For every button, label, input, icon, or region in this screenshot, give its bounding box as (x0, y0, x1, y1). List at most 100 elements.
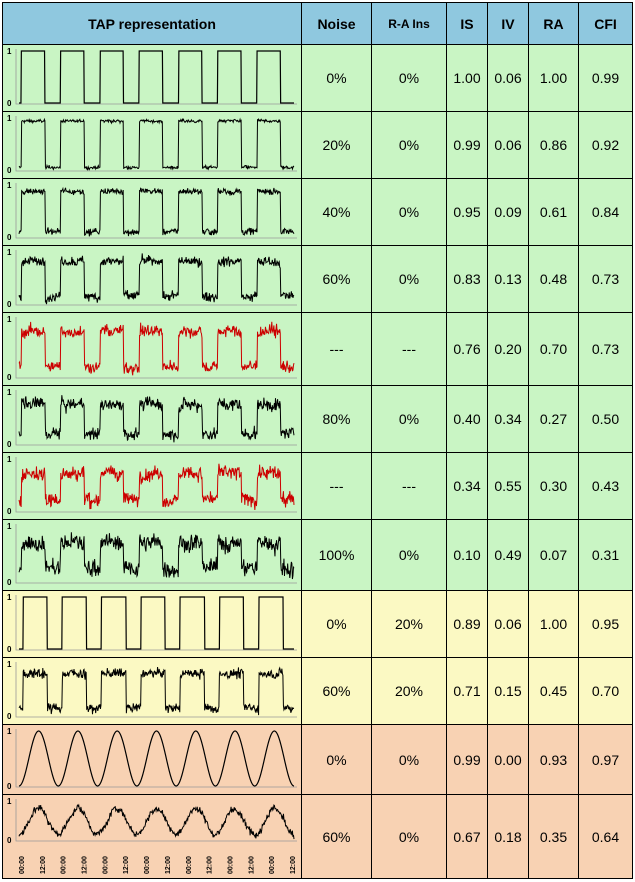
tap-series-line (18, 532, 295, 580)
x-tick-label: 00:00 (269, 856, 276, 874)
noise-cell: 0% (301, 44, 372, 112)
table-row: 1 0 80% 0% 0.40 0.34 0.27 0.50 (2, 385, 633, 453)
header-noise: Noise (301, 2, 372, 45)
tap-series-line (18, 730, 295, 787)
noise-cell: 80% (301, 385, 372, 453)
tap-trace-plot: 10 (7, 315, 297, 382)
ra-cell: 0.30 (528, 452, 579, 520)
tap-trace-plot: 10 (7, 660, 297, 721)
plot-axis (15, 457, 297, 513)
tap-series-line (19, 50, 294, 104)
x-tick-label: 00:00 (61, 856, 68, 874)
ra-ins-cell: 0% (371, 44, 447, 112)
header-ra: RA (528, 2, 579, 45)
tap-series-line (18, 186, 295, 237)
tap-trace-plot: 10 (7, 248, 297, 309)
cfi-cell: 0.92 (578, 111, 633, 179)
noise-cell: 60% (301, 794, 372, 879)
tap-series-line (18, 321, 295, 376)
plot-axis (15, 595, 297, 651)
ra-ins-cell: 0% (371, 178, 447, 246)
tap-series-line (18, 395, 295, 443)
cfi-cell: 0.70 (578, 657, 633, 725)
table-row: 1 0 20% 0% 0.99 0.06 0.86 0.92 (2, 111, 633, 179)
y-tick-label: 0 (7, 836, 12, 845)
y-tick-label: 1 (7, 522, 12, 531)
table-row: 1 0 --- --- 0.34 0.55 0.30 0.43 (2, 452, 633, 520)
y-tick-label: 1 (7, 455, 12, 464)
cfi-cell: 0.43 (578, 452, 633, 520)
ra-cell: 0.45 (528, 657, 579, 725)
y-tick-label: 1 (7, 797, 12, 806)
y-tick-label: 0 (7, 782, 12, 791)
noise-cell: 60% (301, 657, 372, 725)
x-tick-label: 12:00 (165, 856, 172, 874)
ra-ins-cell: 0% (371, 111, 447, 179)
ra-cell: 0.86 (528, 111, 579, 179)
header-is: IS (446, 2, 488, 45)
y-tick-label: 0 (7, 578, 12, 587)
y-tick-label: 0 (7, 233, 12, 242)
x-tick-label: 12:00 (290, 856, 297, 874)
is-cell: 0.76 (446, 312, 488, 386)
iv-cell: 0.06 (487, 111, 529, 179)
plot-axis (15, 317, 297, 379)
plot-axis (15, 524, 297, 584)
ra-ins-cell: 0% (371, 519, 447, 591)
table-row: 1 0 60% 0% 0.83 0.13 0.48 0.73 (2, 245, 633, 313)
tap-plot-cell: 1 0 00:00 12:00 00:00 12:00 00:00 12:00 00:00 12:… (2, 794, 302, 879)
header-ra-ins: R-A Ins (371, 2, 447, 45)
noise-cell: 40% (301, 178, 372, 246)
table-row: 1 0 100% 0% 0.10 0.49 0.07 0.31 (2, 519, 633, 591)
header-iv: IV (487, 2, 529, 45)
y-tick-label: 0 (7, 440, 12, 449)
x-tick-label: 12:00 (82, 856, 89, 874)
is-cell: 0.83 (446, 245, 488, 313)
noise-cell: 0% (301, 590, 372, 658)
tap-trace-plot: 10 (7, 181, 297, 242)
tap-trace-plot: 1 0 00:00 12:00 00:00 12:00 00:00 12:00 00:00 12:… (7, 797, 297, 874)
plot-axis (15, 729, 297, 788)
y-tick-label: 1 (7, 248, 12, 257)
ra-cell: 0.35 (528, 794, 579, 879)
iv-cell: 0.06 (487, 44, 529, 112)
plot-axis (15, 49, 297, 105)
ra-cell: 0.27 (528, 385, 579, 453)
header-tap-representation: TAP representation (2, 2, 302, 45)
x-tick-label: 00:00 (144, 856, 151, 874)
cfi-cell: 0.73 (578, 245, 633, 313)
ra-cell: 0.70 (528, 312, 579, 386)
table-row: 1 0 --- --- 0.76 0.20 0.70 0.73 (2, 312, 633, 386)
tap-series-line (18, 803, 295, 840)
tap-trace-plot: 10 (7, 727, 297, 791)
ra-ins-cell: --- (371, 452, 447, 520)
cfi-cell: 0.50 (578, 385, 633, 453)
ra-ins-cell: 0% (371, 794, 447, 879)
plot-axis (15, 116, 297, 172)
ra-cell: 0.07 (528, 519, 579, 591)
plot-axis (15, 250, 297, 306)
y-tick-label: 0 (7, 300, 12, 309)
tap-trace-plot: 10 (7, 522, 297, 587)
cfi-cell: 0.73 (578, 312, 633, 386)
tap-series-line (18, 117, 295, 171)
iv-cell: 0.18 (487, 794, 529, 879)
plot-axis (15, 662, 297, 718)
y-tick-label: 1 (7, 114, 12, 123)
table-body: 1 0 0% 0% 1.00 0.06 1.00 0.99 1 0 20% 0% 0.99 0.06 0.8… (2, 44, 633, 879)
table-row: 1 0 0% 20% 0.89 0.06 1.00 0.95 (2, 590, 633, 658)
tap-trace-plot: 10 (7, 114, 297, 175)
x-tick-label: 00:00 (19, 856, 26, 874)
y-tick-label: 0 (7, 507, 12, 516)
ra-ins-cell: --- (371, 312, 447, 386)
ra-cell: 1.00 (528, 590, 579, 658)
is-cell: 0.99 (446, 724, 488, 795)
ra-ins-cell: 0% (371, 385, 447, 453)
header-row: TAP representation Noise R-A Ins IS IV R… (2, 2, 633, 45)
